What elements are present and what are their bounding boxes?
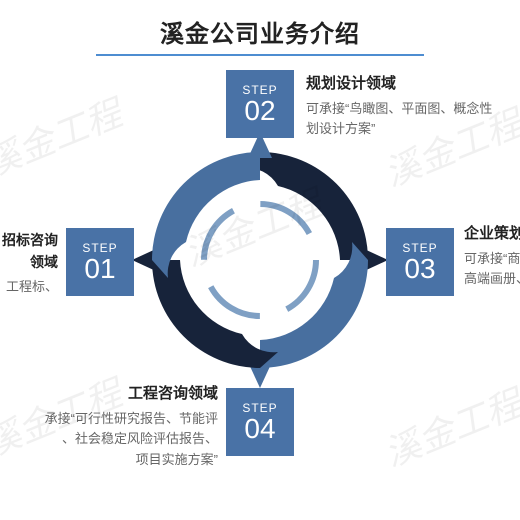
step-body: 工程标、 (0, 277, 58, 297)
step-heading: 企业策划领 (464, 222, 520, 245)
step-body: 可承接“鸟瞰图、平面图、概念性划设计方案” (306, 99, 516, 139)
step-number: 03 (404, 255, 435, 283)
step-box-01: STEP 01 (66, 228, 134, 296)
step-heading: 规划设计领域 (306, 72, 516, 95)
step-box-03: STEP 03 (386, 228, 454, 296)
step-body: 可承接“商高端画册、 (464, 249, 520, 289)
step-body: 承接“可行性研究报告、节能评、社会稳定风险评估报告、项目实施方案” (0, 409, 218, 469)
page-title: 溪金公司业务介绍 (0, 14, 520, 49)
step-box-02: STEP 02 (226, 70, 294, 138)
step-number: 01 (84, 255, 115, 283)
step-heading: 工程咨询领域 (0, 382, 218, 405)
cycle-swirl (130, 130, 390, 390)
step-text-02: 规划设计领域 可承接“鸟瞰图、平面图、概念性划设计方案” (306, 72, 516, 140)
step-number: 04 (244, 415, 275, 443)
step-text-04: 工程咨询领域 承接“可行性研究报告、节能评、社会稳定风险评估报告、项目实施方案” (0, 382, 218, 470)
step-box-04: STEP 04 (226, 388, 294, 456)
step-heading: 招标咨询领域 (0, 230, 58, 273)
step-text-03: 企业策划领 可承接“商高端画册、 (464, 222, 520, 290)
watermark: 溪金工程 (376, 375, 520, 477)
step-number: 02 (244, 97, 275, 125)
step-text-01: 招标咨询领域 工程标、 (0, 230, 58, 298)
watermark: 溪金工程 (0, 85, 129, 187)
title-underline (96, 54, 424, 56)
